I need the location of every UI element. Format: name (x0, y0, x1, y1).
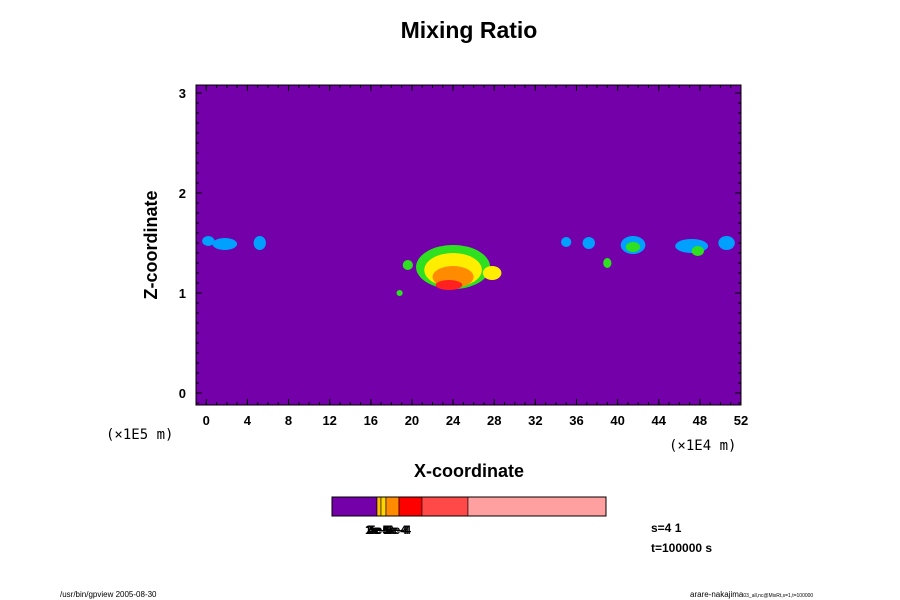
x-tick-label: 44 (652, 413, 667, 428)
footer-right: arare-nakajima03_all,nc@MixRt,s=1,t=1000… (690, 590, 813, 599)
x-tick-label: 4 (244, 413, 252, 428)
feature-cyan-11 (582, 237, 595, 249)
feature-cyan-1 (212, 238, 238, 250)
x-axis: 0 4 8 12 16 20 24 28 32 36 40 44 48 52 (195, 85, 748, 428)
x-tick-label: 32 (528, 413, 542, 428)
x-tick-label: 20 (405, 413, 419, 428)
colorbar-label: 4e-5 (368, 523, 392, 537)
colorbar-segment (421, 496, 469, 517)
colorbar-segment (380, 496, 387, 517)
colorbar-segment (467, 496, 607, 517)
feature-green-14 (625, 242, 641, 252)
y-tick-label: 0 (179, 386, 186, 401)
feature-cyan-0 (202, 236, 215, 246)
y-tick-label: 3 (179, 86, 186, 101)
t-label: t=100000 s (651, 541, 712, 555)
x-tick-label: 8 (285, 413, 292, 428)
colorbar-label: 1e-4 (383, 523, 407, 537)
x-tick-label: 28 (487, 413, 501, 428)
colorbar-segment (331, 496, 378, 517)
x-axis-label: X-coordinate (414, 461, 524, 481)
feature-green-12 (603, 258, 612, 268)
x-tick-label: 52 (734, 413, 748, 428)
x-scale-note: (×1E4 m) (669, 438, 736, 454)
feature-red-8 (435, 280, 463, 290)
y-axis: 0 1 2 3 (179, 86, 741, 404)
feature-cyan-10 (561, 237, 572, 247)
s-label: s=4 1 (651, 521, 682, 535)
colorbar-frame (331, 496, 607, 517)
feature-green-16 (691, 246, 704, 256)
plot-area (196, 85, 741, 405)
y-axis-label: Z-coordinate (141, 190, 161, 299)
y-scale-note: (×1E5 m) (106, 427, 173, 443)
y-tick-label: 2 (179, 186, 186, 201)
colorbar-label: 2e-5 (366, 523, 390, 537)
x-tick-label: 40 (610, 413, 624, 428)
feature-green-3 (396, 290, 403, 296)
feature-cyan-2 (253, 236, 266, 250)
x-tick-label: 48 (693, 413, 707, 428)
feature-yellow-9 (482, 266, 502, 280)
colorbar-labels: 1e-52e-53e-54e-55e-51e-42e-43e-4 (365, 523, 411, 537)
colorbar-label: 5e-5 (369, 523, 393, 537)
colorbar-label: 1e-5 (365, 523, 389, 537)
colorbar-segment (398, 496, 423, 517)
chart-title: Mixing Ratio (401, 17, 538, 43)
x-tick-label: 12 (322, 413, 336, 428)
mixing-ratio-field (202, 236, 735, 296)
colorbar-label: 3e-5 (367, 523, 391, 537)
x-tick-label: 16 (364, 413, 378, 428)
plot-frame (195, 84, 742, 406)
colorbar-segment (376, 496, 382, 517)
x-tick-label: 0 (203, 413, 210, 428)
colorbar-label: 3e-4 (387, 523, 411, 537)
footer-right-main: arare-nakajima (690, 590, 744, 599)
x-tick-label: 24 (446, 413, 461, 428)
x-tick-label: 36 (569, 413, 583, 428)
feature-green-4 (402, 260, 413, 270)
colorbar-label: 2e-4 (385, 523, 409, 537)
footer-left: /usr/bin/gpview 2005-08-30 (60, 590, 157, 599)
y-tick-label: 1 (179, 286, 186, 301)
footer-right-sub: 03_all,nc@MixRt,s=1,t=100000 (743, 593, 813, 599)
feature-cyan-17 (718, 236, 735, 250)
colorbar-segment (385, 496, 400, 517)
colorbar (331, 496, 607, 517)
